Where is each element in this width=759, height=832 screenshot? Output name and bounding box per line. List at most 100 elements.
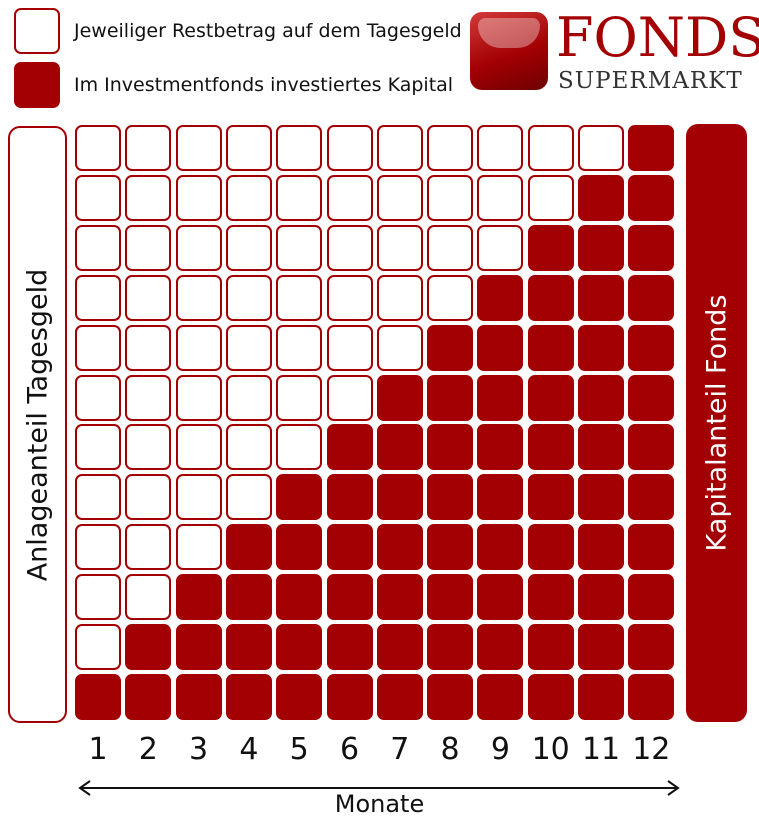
month-label: 4	[239, 732, 259, 767]
grid-cell	[527, 624, 574, 670]
grid-cell	[125, 624, 172, 670]
allocation-grid	[75, 125, 681, 727]
grid-cell	[225, 424, 272, 471]
grid-cell	[477, 224, 524, 271]
grid-cell	[376, 224, 423, 271]
axis-arrow-icon	[78, 780, 680, 796]
grid-cell	[477, 174, 524, 221]
grid-cell	[75, 474, 121, 521]
grid-cell	[276, 424, 323, 471]
grid-cell	[326, 374, 373, 421]
grid-cell	[527, 324, 574, 371]
grid-cell	[427, 374, 474, 421]
grid-cell	[125, 673, 172, 720]
grid-cell	[578, 574, 624, 621]
grid-cell	[527, 274, 574, 321]
grid-cell	[125, 424, 172, 471]
grid-cell	[175, 174, 222, 221]
grid-cell	[175, 125, 222, 171]
grid-cell	[427, 174, 474, 221]
grid-cell	[628, 424, 675, 471]
grid-cell	[225, 324, 272, 371]
grid-cell	[376, 125, 423, 171]
grid-cell	[276, 224, 323, 271]
grid-cell	[376, 324, 423, 371]
grid-cell	[276, 524, 323, 571]
grid-cell	[326, 274, 373, 321]
grid-cell	[376, 624, 423, 670]
grid-cell	[477, 524, 524, 571]
grid-cell	[477, 125, 524, 171]
grid-cell	[578, 324, 624, 371]
grid-cell	[125, 224, 172, 271]
grid-cell	[225, 274, 272, 321]
grid-cell	[578, 673, 624, 720]
grid-cell	[628, 174, 675, 221]
grid-cell	[427, 125, 474, 171]
grid-cell	[477, 574, 524, 621]
grid-cell	[326, 624, 373, 670]
logo-subtitle: SUPERMARKT	[558, 68, 743, 94]
month-label: 6	[339, 732, 360, 767]
grid-cell	[225, 524, 272, 571]
tagesgeld-bar-label: Anlageanteil Tagesgeld	[22, 268, 53, 581]
grid-cell	[578, 224, 624, 271]
grid-cell	[578, 174, 624, 221]
grid-cell	[578, 474, 624, 521]
grid-cell	[628, 224, 675, 271]
grid-cell	[427, 424, 474, 471]
grid-cell	[276, 174, 323, 221]
month-label: 9	[490, 732, 510, 767]
grid-cell	[477, 324, 524, 371]
grid-cell	[225, 673, 272, 720]
grid-cell	[75, 274, 121, 321]
fonds-bar: Kapitalanteil Fonds	[686, 124, 747, 722]
grid-cell	[578, 125, 624, 171]
grid-cell	[75, 424, 121, 471]
grid-cell	[427, 524, 474, 571]
grid-cell	[125, 374, 172, 421]
grid-cell	[75, 224, 121, 271]
fondssupermarkt-logo: FONDS SUPERMARKT	[470, 8, 759, 94]
grid-cell	[427, 574, 474, 621]
grid-cell	[175, 524, 222, 571]
grid-cell	[75, 624, 121, 670]
grid-cell	[527, 673, 574, 720]
grid-cell	[75, 524, 121, 571]
grid-cell	[326, 324, 373, 371]
axis-label: Monate	[334, 790, 425, 818]
grid-cell	[628, 574, 675, 621]
grid-cell	[75, 125, 121, 171]
grid-cell	[477, 624, 524, 670]
grid-cell	[578, 424, 624, 471]
grid-cell	[125, 324, 172, 371]
grid-cell	[527, 374, 574, 421]
month-label: 10	[531, 732, 570, 767]
grid-cell	[376, 174, 423, 221]
grid-cell	[125, 125, 172, 171]
grid-cell	[628, 673, 675, 720]
grid-cell	[527, 524, 574, 571]
grid-cell	[326, 524, 373, 571]
legend-swatch-white	[14, 8, 60, 54]
grid-cell	[326, 474, 373, 521]
grid-cell	[527, 224, 574, 271]
grid-cell	[276, 624, 323, 670]
grid-cell	[125, 274, 172, 321]
grid-cell	[427, 624, 474, 670]
grid-cell	[477, 673, 524, 720]
grid-cell	[125, 474, 172, 521]
legend-item-fonds: Im Investmentfonds investiertes Kapital	[14, 62, 453, 108]
grid-cell	[225, 174, 272, 221]
grid-cell	[175, 374, 222, 421]
grid-cell	[276, 374, 323, 421]
month-label: 11	[581, 732, 621, 767]
grid-cell	[527, 474, 574, 521]
grid-cell	[427, 673, 474, 720]
grid-cell	[628, 524, 675, 571]
grid-cell	[125, 574, 172, 621]
grid-cell	[427, 224, 474, 271]
grid-cell	[376, 524, 423, 571]
grid-cell	[225, 474, 272, 521]
grid-cell	[276, 324, 323, 371]
